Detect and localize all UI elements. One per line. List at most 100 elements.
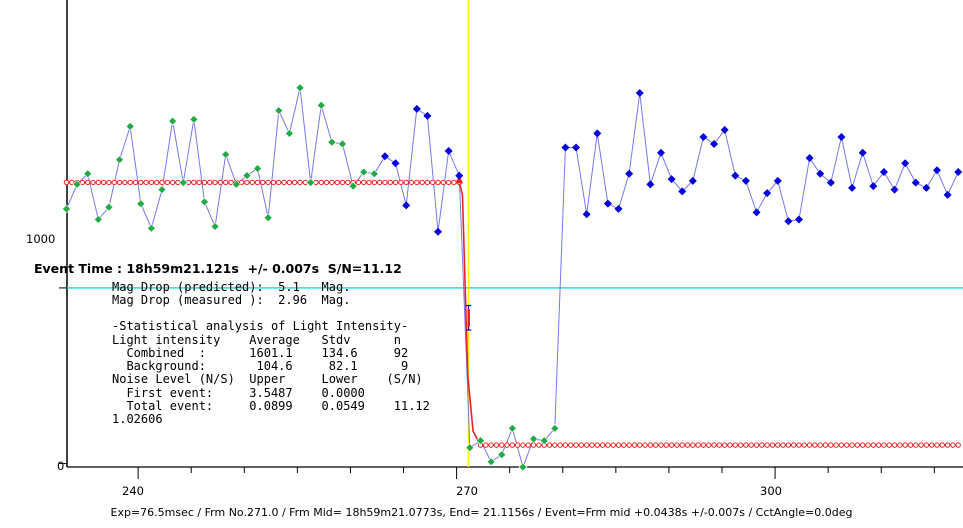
- fit-marker: [881, 442, 887, 448]
- blue-data-point: [444, 146, 453, 155]
- fit-marker: [769, 442, 776, 448]
- noise-header-row: Noise Level (N/S) Upper Lower (S/N): [112, 372, 423, 386]
- blue-data-point: [710, 139, 719, 148]
- fit-marker: [392, 179, 399, 186]
- fit-marker: [817, 442, 823, 448]
- green-data-point: [221, 150, 231, 159]
- y-tick-label-0: 0: [57, 459, 64, 473]
- fit-marker: [345, 179, 351, 186]
- blue-data-point: [635, 89, 644, 98]
- fit-marker: [228, 179, 234, 186]
- blue-data-point: [763, 189, 772, 198]
- green-data-point: [189, 114, 199, 124]
- fit-marker: [557, 442, 563, 448]
- blue-data-point: [391, 159, 400, 168]
- fit-marker: [440, 179, 447, 186]
- blue-data-point: [869, 182, 878, 191]
- blue-data-point: [434, 227, 443, 236]
- green-data-point: [125, 121, 135, 131]
- fit-marker: [111, 179, 117, 186]
- fit-marker: [642, 442, 648, 448]
- blue-data-point: [667, 175, 676, 184]
- blue-data-point: [901, 159, 910, 168]
- fit-marker: [939, 442, 945, 448]
- green-data-point: [539, 436, 549, 446]
- green-data-point: [284, 129, 294, 138]
- fit-marker: [886, 442, 892, 448]
- blue-data-point: [699, 132, 708, 141]
- fit-marker: [196, 179, 202, 186]
- fit-marker: [85, 179, 91, 186]
- fit-marker: [849, 442, 855, 448]
- fit-marker: [504, 442, 510, 448]
- fit-marker: [928, 442, 935, 448]
- fit-marker: [100, 179, 107, 186]
- blue-data-point: [890, 185, 899, 194]
- fit-marker: [217, 179, 224, 186]
- green-data-point: [210, 222, 220, 231]
- blue-data-point: [741, 176, 750, 185]
- fit-marker: [212, 179, 218, 186]
- blue-data-point: [582, 210, 591, 219]
- fit-marker: [127, 179, 133, 186]
- green-data-point: [136, 199, 146, 209]
- status-footer: Exp=76.5msec / Frm No.271.0 / Frm Mid= 1…: [110, 506, 853, 519]
- fit-marker: [408, 179, 415, 186]
- fit-marker: [270, 179, 277, 186]
- fit-marker: [154, 179, 160, 186]
- fit-marker: [79, 179, 86, 186]
- fit-marker: [132, 179, 139, 186]
- noise-total-row: Total event: 0.0899 0.0549 11.12: [112, 399, 430, 413]
- fit-marker: [859, 442, 866, 448]
- blue-data-point: [932, 166, 941, 175]
- blue-data-point: [731, 171, 740, 180]
- blue-data-point: [837, 132, 846, 141]
- fit-marker: [674, 442, 680, 448]
- fit-marker: [244, 179, 250, 186]
- fit-marker: [753, 442, 760, 448]
- blue-data-point: [911, 178, 920, 187]
- fit-marker: [844, 442, 850, 448]
- green-data-point: [348, 181, 358, 191]
- fit-marker: [382, 179, 388, 186]
- fit-marker: [159, 179, 165, 186]
- blue-data-point: [848, 183, 857, 192]
- green-data-point: [518, 462, 528, 472]
- fit-marker: [403, 179, 409, 186]
- blue-data-point: [816, 169, 825, 178]
- fit-marker: [944, 442, 951, 448]
- fit-marker: [907, 442, 914, 448]
- green-data-point: [231, 179, 241, 189]
- fit-marker: [106, 179, 112, 186]
- fit-marker: [419, 179, 425, 186]
- fit-marker: [63, 179, 70, 186]
- green-data-point: [263, 213, 273, 223]
- blue-data-point: [688, 176, 697, 185]
- fit-marker: [785, 442, 792, 448]
- fit-marker: [573, 442, 579, 448]
- fit-marker: [934, 442, 940, 448]
- blue-data-point: [752, 208, 761, 217]
- blue-data-point: [455, 171, 464, 180]
- fit-marker: [223, 179, 229, 186]
- fit-marker: [918, 442, 924, 448]
- x-tick-label-240: 240: [122, 484, 144, 498]
- green-data-point: [497, 450, 507, 460]
- fit-marker: [891, 442, 898, 448]
- fit-marker: [164, 179, 171, 186]
- fit-marker: [148, 179, 155, 186]
- green-data-point: [529, 434, 539, 444]
- green-data-point: [507, 423, 517, 433]
- green-data-point: [369, 169, 379, 179]
- green-data-point: [550, 423, 560, 433]
- blue-data-point: [625, 169, 634, 178]
- fit-marker: [658, 442, 664, 448]
- blue-data-point: [423, 111, 432, 120]
- mag-drop-predicted: Mag Drop (predicted): 5.1 Mag.: [112, 280, 351, 294]
- fit-marker: [488, 442, 494, 448]
- blue-data-point: [805, 154, 814, 163]
- fit-marker: [536, 442, 542, 448]
- extra-value: 1.02606: [112, 412, 163, 426]
